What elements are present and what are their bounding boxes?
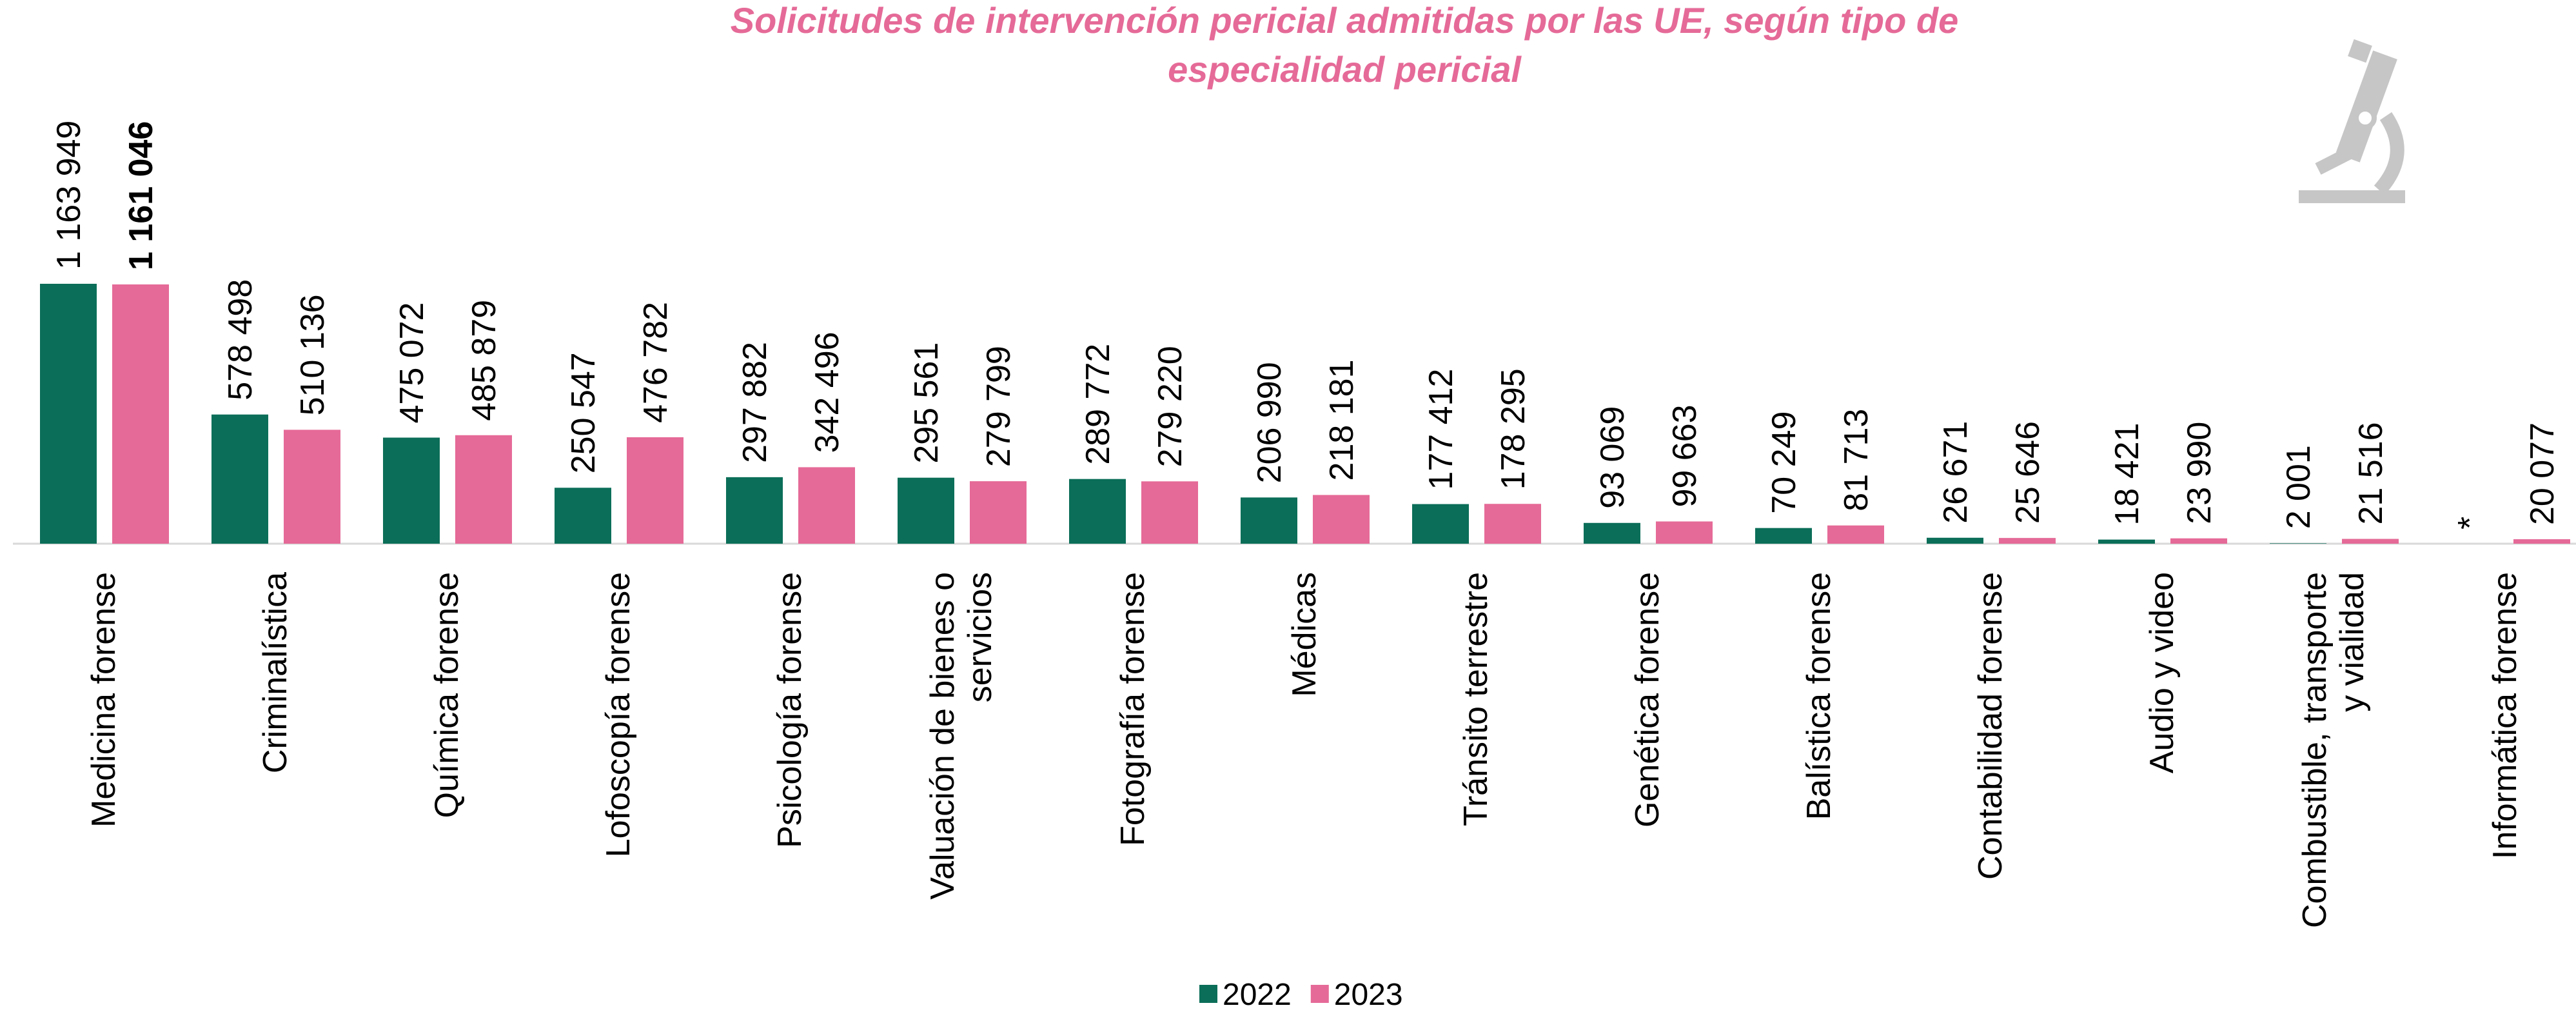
bar <box>1927 537 1983 544</box>
data-label: 218 181 <box>1323 359 1361 480</box>
chart-title: Solicitudes de intervención pericial adm… <box>731 0 1958 90</box>
data-label: 476 782 <box>637 302 674 423</box>
bar <box>2342 539 2399 544</box>
data-label: 297 882 <box>736 342 774 463</box>
bar <box>970 481 1027 544</box>
bar <box>1999 538 2056 544</box>
x-tick-label: Fotografía forense <box>1114 572 1152 846</box>
bar <box>284 430 340 544</box>
x-tick-label: Lofoscopía forense <box>600 572 637 857</box>
bar <box>1584 522 1640 544</box>
bar <box>898 477 954 544</box>
bar <box>1141 481 1198 544</box>
x-tick-label: Química forense <box>428 572 466 818</box>
data-label: 578 498 <box>222 279 259 401</box>
x-tick-label: Tránsito terrestre <box>1457 572 1495 826</box>
data-label: * <box>2452 517 2489 530</box>
data-label: 342 496 <box>809 332 846 453</box>
legend-label: 2023 <box>1334 978 1403 1010</box>
data-label: 99 663 <box>1666 404 1704 507</box>
bar <box>627 437 683 544</box>
data-label: 25 646 <box>2009 421 2047 524</box>
data-label: 18 421 <box>2109 423 2146 526</box>
bar <box>1241 497 1297 544</box>
bar <box>40 284 97 544</box>
x-tick-label: Combustible, transportey vialidad <box>2296 572 2371 928</box>
legend-label: 2022 <box>1223 978 1292 1010</box>
legend-swatch <box>1310 985 1329 1003</box>
microscope-icon <box>2299 39 2405 203</box>
data-label: 510 136 <box>294 294 331 415</box>
x-tick-label: Valuación de bienes oservicios <box>924 572 999 900</box>
bar <box>1412 504 1469 544</box>
data-label: 206 990 <box>1251 362 1288 483</box>
data-label: 70 249 <box>1765 411 1803 514</box>
data-label: 1 161 046 <box>123 121 160 270</box>
data-label: 21 516 <box>2352 422 2390 525</box>
data-label: 178 295 <box>1495 368 1532 490</box>
bar <box>1755 528 1812 544</box>
data-label: 81 713 <box>1838 409 1875 511</box>
bar <box>1656 521 1713 544</box>
bar <box>455 435 512 544</box>
bar <box>2513 539 2570 544</box>
bar <box>1827 525 1884 544</box>
data-label: 295 561 <box>908 342 945 464</box>
bar <box>2170 538 2227 544</box>
legend-swatch <box>1199 985 1217 1003</box>
x-tick-label: Psicología forense <box>771 572 809 848</box>
bar <box>1069 479 1126 544</box>
x-tick-label: Criminalística <box>257 572 294 773</box>
data-label: 26 671 <box>1937 421 1974 524</box>
x-tick-label: Genética forense <box>1629 572 1666 827</box>
data-label: 279 220 <box>1152 346 1189 467</box>
data-label: 279 799 <box>980 346 1018 467</box>
x-tick-label: Contabilidad forense <box>1972 572 2009 880</box>
data-label: 1 163 949 <box>50 121 88 270</box>
data-label: 20 077 <box>2524 422 2561 525</box>
bar <box>798 467 855 544</box>
data-label: 93 069 <box>1594 406 1631 509</box>
bar <box>1484 504 1541 544</box>
x-tick-label: Balística forense <box>1800 572 1838 820</box>
x-tick-label: Medicina forense <box>85 572 123 827</box>
data-label: 485 879 <box>466 300 503 421</box>
x-tick-label: Audio y video <box>2143 572 2181 773</box>
bar <box>383 437 440 544</box>
bar <box>2098 539 2155 544</box>
bar <box>211 414 268 544</box>
data-label: 475 072 <box>393 302 431 424</box>
x-tick-label: Informática forense <box>2486 572 2524 859</box>
data-label: 177 412 <box>1422 369 1460 490</box>
bar <box>2270 543 2326 544</box>
bar <box>1313 495 1370 544</box>
x-tick-label: Médicas <box>1286 572 1323 697</box>
data-label: 250 547 <box>565 352 602 473</box>
data-label: 23 990 <box>2181 422 2218 524</box>
data-label: 2 001 <box>2280 445 2317 529</box>
data-label: 289 772 <box>1079 344 1117 465</box>
bar <box>112 284 169 544</box>
bar <box>726 477 783 544</box>
bar <box>555 488 611 544</box>
